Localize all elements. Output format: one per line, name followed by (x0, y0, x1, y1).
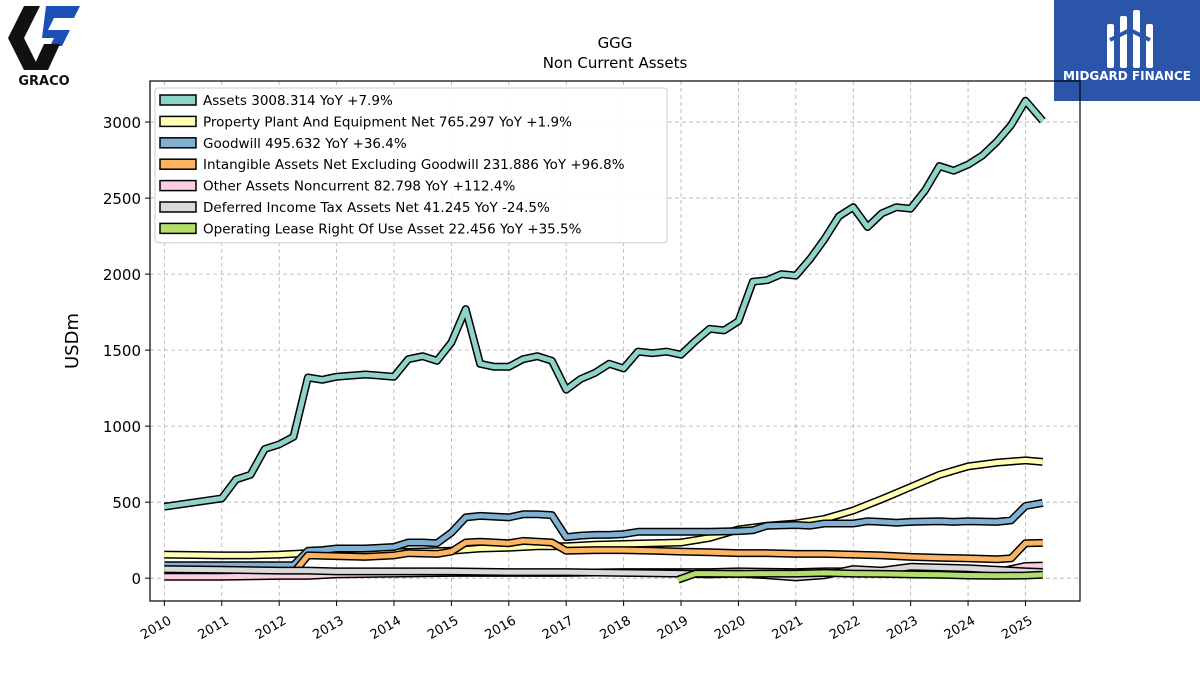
x-tick-label: 2023 (884, 613, 920, 643)
chart-title: GGG (598, 34, 633, 52)
legend-swatch (159, 158, 197, 170)
series-6 (676, 568, 1043, 584)
series-line (164, 500, 1044, 568)
x-tick-label: 2012 (253, 613, 289, 643)
x-tick-label: 2018 (597, 613, 633, 643)
series-line (164, 538, 1043, 576)
y-tick-label: 2000 (103, 266, 141, 284)
legend-label: Goodwill 495.632 YoY +36.4% (203, 136, 407, 152)
graco-logo: GRACO (4, 4, 84, 90)
series-3 (164, 536, 1043, 577)
series-2 (164, 498, 1044, 570)
x-tick-label: 2017 (540, 613, 576, 643)
graco-wordmark: GRACO (18, 74, 70, 89)
legend-swatch (159, 137, 197, 149)
plot-frame (149, 80, 1081, 602)
legend-label: Intangible Assets Net Excluding Goodwill… (203, 157, 625, 173)
legend-swatch (159, 94, 197, 106)
graco-mark-icon (8, 6, 80, 70)
legend-box (154, 87, 668, 244)
legend-label: Assets 3008.314 YoY +7.9% (203, 93, 393, 109)
legend-label: Deferred Income Tax Assets Net 41.245 Yo… (203, 200, 550, 216)
midgard-wordmark: MIDGARD FINANCE (1063, 69, 1191, 83)
x-tick-label: 2025 (999, 613, 1035, 643)
x-tick-label: 2022 (827, 613, 863, 643)
legend-label: Property Plant And Equipment Net 765.297… (203, 114, 572, 130)
legend-swatch (159, 115, 197, 128)
legend-swatch (159, 179, 197, 192)
x-tick-label: 2010 (138, 613, 174, 643)
chart-subtitle: Non Current Assets (543, 54, 688, 72)
y-tick-label: 3000 (103, 114, 141, 132)
x-tick-label: 2021 (770, 613, 806, 643)
legend-swatch (159, 201, 197, 213)
y-tick-label: 500 (112, 494, 141, 512)
y-tick-label: 2500 (103, 190, 141, 208)
x-tick-label: 2014 (368, 613, 404, 643)
y-axis-label: USDm (62, 313, 83, 369)
x-tick-label: 2011 (196, 613, 232, 643)
legend-label: Operating Lease Right Of Use Asset 22.45… (203, 221, 582, 237)
y-tick-label: 1500 (103, 342, 141, 360)
x-tick-label: 2020 (712, 613, 748, 643)
x-tick-label: 2016 (483, 613, 519, 643)
midgard-mark-icon (1107, 10, 1153, 68)
x-tick-label: 2013 (310, 613, 346, 643)
y-tick-label: 1000 (103, 418, 141, 436)
series-layer (163, 96, 1046, 584)
series-line (677, 570, 1043, 583)
y-tick-label: 0 (131, 570, 141, 588)
series-line (164, 98, 1045, 510)
x-tick-label: 2015 (425, 613, 461, 643)
series-0 (163, 96, 1046, 511)
midgard-finance-logo: MIDGARD FINANCE (1054, 0, 1200, 101)
x-tick-label: 2019 (655, 613, 691, 643)
legend-label: Other Assets Noncurrent 82.798 YoY +112.… (203, 179, 515, 195)
x-tick-label: 2024 (942, 613, 978, 643)
legend-swatch (159, 222, 197, 235)
legend: Assets 3008.314 YoY +7.9% Property Plant … (154, 87, 668, 244)
